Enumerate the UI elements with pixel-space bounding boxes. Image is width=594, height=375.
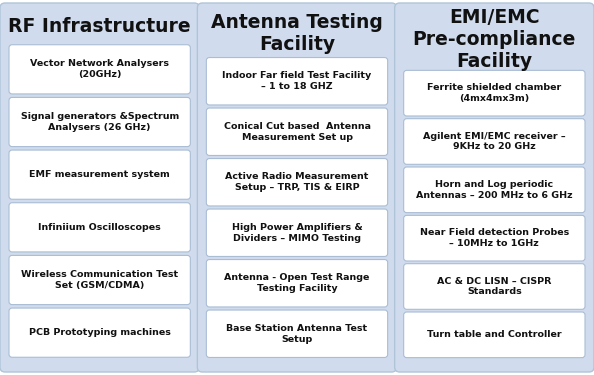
FancyBboxPatch shape: [394, 3, 594, 372]
Text: Antenna - Open Test Range
Testing Facility: Antenna - Open Test Range Testing Facili…: [225, 273, 369, 293]
Text: Near Field detection Probes
– 10MHz to 1GHz: Near Field detection Probes – 10MHz to 1…: [420, 228, 569, 248]
Text: Antenna Testing
Facility: Antenna Testing Facility: [211, 12, 383, 54]
Text: Signal generators &Spectrum
Analysers (26 GHz): Signal generators &Spectrum Analysers (2…: [21, 112, 179, 132]
FancyBboxPatch shape: [197, 3, 397, 372]
Text: Wireless Communication Test
Set (GSM/CDMA): Wireless Communication Test Set (GSM/CDM…: [21, 270, 178, 290]
FancyBboxPatch shape: [206, 57, 388, 105]
Text: Infiniium Oscilloscopes: Infiniium Oscilloscopes: [38, 223, 161, 232]
FancyBboxPatch shape: [9, 255, 190, 304]
FancyBboxPatch shape: [9, 45, 190, 94]
Text: EMF measurement system: EMF measurement system: [29, 170, 170, 179]
Text: Active Radio Measurement
Setup – TRP, TIS & EIRP: Active Radio Measurement Setup – TRP, TI…: [225, 172, 369, 192]
Text: RF Infrastructure: RF Infrastructure: [8, 17, 191, 36]
FancyBboxPatch shape: [404, 312, 585, 358]
FancyBboxPatch shape: [404, 118, 585, 164]
Text: High Power Amplifiers &
Dividers – MIMO Testing: High Power Amplifiers & Dividers – MIMO …: [232, 223, 362, 243]
FancyBboxPatch shape: [404, 264, 585, 309]
Text: Horn and Log periodic
Antennas – 200 MHz to 6 GHz: Horn and Log periodic Antennas – 200 MHz…: [416, 180, 573, 200]
Text: Agilent EMI/EMC receiver –
9KHz to 20 GHz: Agilent EMI/EMC receiver – 9KHz to 20 GH…: [423, 132, 565, 152]
Text: Vector Network Analysers
(20GHz): Vector Network Analysers (20GHz): [30, 60, 169, 79]
FancyBboxPatch shape: [9, 98, 190, 147]
FancyBboxPatch shape: [206, 310, 388, 357]
FancyBboxPatch shape: [206, 260, 388, 307]
Text: PCB Prototyping machines: PCB Prototyping machines: [29, 328, 170, 337]
FancyBboxPatch shape: [206, 209, 388, 256]
Text: Conical Cut based  Antenna
Measurement Set up: Conical Cut based Antenna Measurement Se…: [223, 122, 371, 142]
FancyBboxPatch shape: [206, 159, 388, 206]
Text: Ferrite shielded chamber
(4mx4mx3m): Ferrite shielded chamber (4mx4mx3m): [427, 83, 561, 103]
Text: EMI/EMC
Pre-compliance
Facility: EMI/EMC Pre-compliance Facility: [413, 8, 576, 71]
FancyBboxPatch shape: [9, 150, 190, 199]
FancyBboxPatch shape: [206, 108, 388, 156]
Text: Base Station Antenna Test
Setup: Base Station Antenna Test Setup: [226, 324, 368, 344]
FancyBboxPatch shape: [404, 70, 585, 116]
FancyBboxPatch shape: [0, 3, 200, 372]
FancyBboxPatch shape: [9, 308, 190, 357]
FancyBboxPatch shape: [9, 203, 190, 252]
Text: AC & DC LISN – CISPR
Standards: AC & DC LISN – CISPR Standards: [437, 277, 551, 296]
FancyBboxPatch shape: [404, 167, 585, 213]
FancyBboxPatch shape: [404, 215, 585, 261]
Text: Indoor Far field Test Facility
– 1 to 18 GHZ: Indoor Far field Test Facility – 1 to 18…: [222, 71, 372, 91]
Text: Turn table and Controller: Turn table and Controller: [427, 330, 562, 339]
